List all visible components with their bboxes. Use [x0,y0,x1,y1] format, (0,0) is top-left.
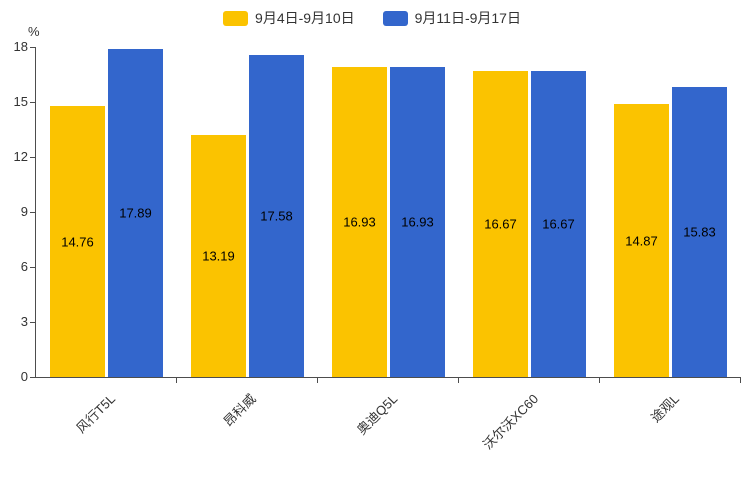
bar-group: 16.67 16.67 [459,47,600,377]
y-axis-tick-label: 6 [20,259,28,274]
bar-value-label: 16.67 [542,216,575,232]
y-axis-tick-mark [30,157,35,158]
bar: 17.58 [249,54,304,377]
bar-group: 14.76 17.89 [36,47,177,377]
bar: 15.83 [672,86,727,377]
bar-group: 13.19 17.58 [177,47,318,377]
legend-marker-icon [382,10,408,26]
bar: 17.89 [108,49,163,377]
y-axis-tick-label: 12 [13,149,28,164]
bar-value-label: 13.19 [202,248,235,264]
y-axis-unit-label: % [28,24,40,39]
bar: 13.19 [191,135,246,377]
bar: 14.76 [50,106,105,377]
bar-group: 16.93 16.93 [318,47,459,377]
bar-value-label: 16.93 [343,214,376,230]
chart-legend: 9月4日-9月10日 9月11日-9月17日 [0,8,744,28]
x-axis-tick-mark [740,378,741,383]
x-axis-tick-mark [176,378,177,383]
y-axis-tick-label: 0 [20,369,28,384]
bar-value-label: 14.76 [61,234,94,250]
bar: 16.67 [531,71,586,377]
bar-value-label: 16.93 [401,214,434,230]
plot-area: 14.76 17.89 13.19 17.58 16.93 16.93 16.67 16.67… [35,47,741,378]
y-axis-tick-label: 3 [20,314,28,329]
bar: 14.87 [614,104,669,377]
legend-marker-icon [223,10,249,26]
bar: 16.93 [332,66,387,377]
bar-groups: 14.76 17.89 13.19 17.58 16.93 16.93 16.67 16.67… [36,47,741,377]
y-axis-tick-label: 18 [13,39,28,54]
x-axis-tick-mark [458,378,459,383]
bar-value-label: 14.87 [625,233,658,249]
bar-value-label: 16.67 [484,216,517,232]
y-axis-tick-mark [30,102,35,103]
y-axis-tick-mark [30,212,35,213]
x-axis-tick-mark [599,378,600,383]
bar-value-label: 17.58 [260,208,293,224]
y-axis-tick-mark [30,322,35,323]
bar: 16.67 [473,71,528,377]
legend-label: 9月4日-9月10日 [255,10,355,26]
x-axis-category-label: 途观L [648,391,683,426]
bar-value-label: 17.89 [119,205,152,221]
legend-item[interactable]: 9月4日-9月10日 [223,8,355,28]
bar: 16.93 [390,66,445,377]
bar-value-label: 15.83 [683,224,716,240]
y-axis-tick-mark [30,377,35,378]
y-axis-tick-mark [30,47,35,48]
y-axis-tick-label: 15 [13,94,28,109]
y-axis-tick-mark [30,267,35,268]
legend-item[interactable]: 9月11日-9月17日 [382,8,521,28]
bar-group: 14.87 15.83 [600,47,741,377]
legend-label: 9月11日-9月17日 [414,10,521,26]
x-axis-tick-mark [317,378,318,383]
x-axis-label-anchor: 途观L [470,389,682,425]
y-axis-tick-label: 9 [20,204,28,219]
